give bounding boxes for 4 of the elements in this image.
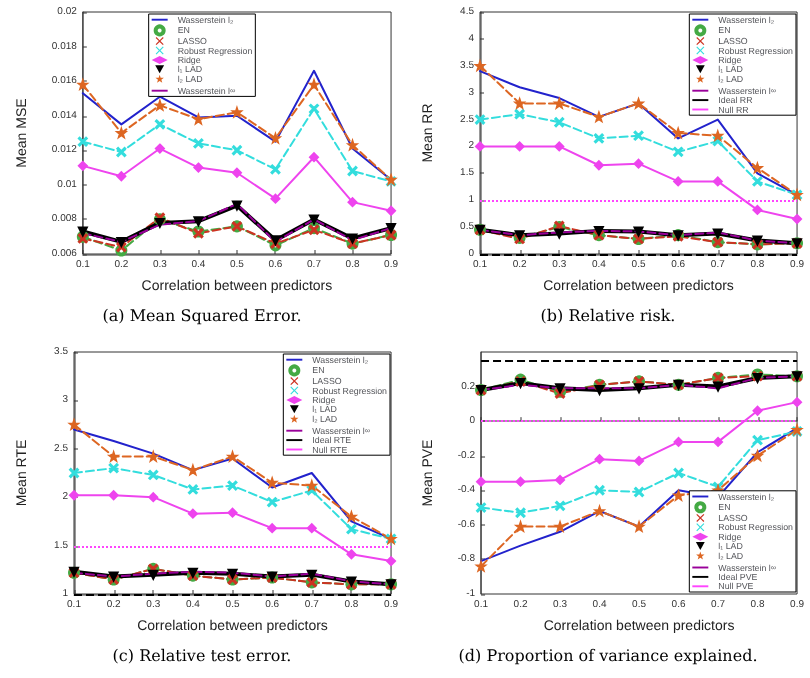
text: (c) Relative test error. — [112, 647, 292, 665]
text: (b) Relative risk. — [540, 307, 676, 325]
text: (a) Mean Squared Error. — [102, 307, 302, 325]
text: (d) Proportion of variance explained. — [458, 647, 758, 665]
